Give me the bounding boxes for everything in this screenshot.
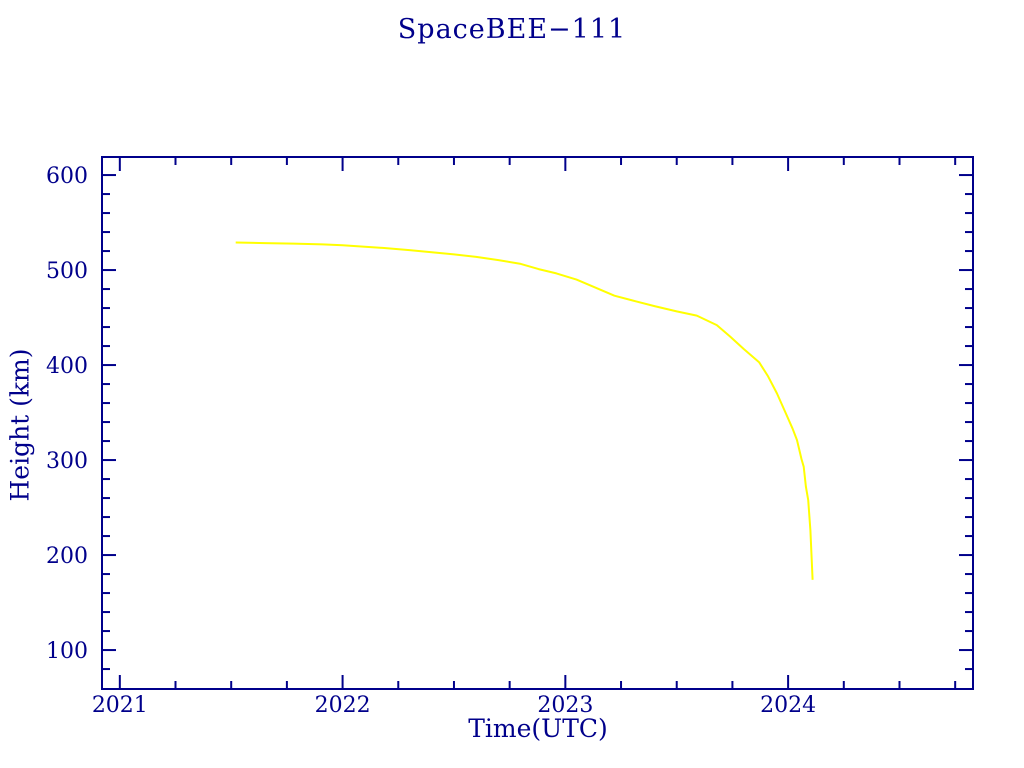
x-tick-label: 2023: [537, 693, 593, 718]
plot-frame: [101, 156, 974, 690]
y-tick-label: 300: [46, 449, 88, 474]
y-tick-label: 600: [46, 164, 88, 189]
x-tick-label: 2024: [760, 693, 816, 718]
y-tick-label: 500: [46, 259, 88, 284]
y-tick-label: 200: [46, 544, 88, 569]
x-ticks: [118, 157, 957, 689]
y-tick-labels: 100 200 300 400 500 600: [46, 164, 88, 664]
chart-title: SpaceBEE−111: [397, 14, 627, 45]
x-tick-label: 2021: [92, 693, 148, 718]
x-tick-label: 2022: [315, 693, 371, 718]
x-tick-labels: 2021 2022 2023 2024: [92, 693, 816, 718]
y-ticks: [102, 174, 973, 671]
x-axis-label: Time(UTC): [468, 714, 608, 743]
decay-curve: [235, 241, 814, 580]
y-tick-label: 100: [46, 639, 88, 664]
y-tick-label: 400: [46, 354, 88, 379]
